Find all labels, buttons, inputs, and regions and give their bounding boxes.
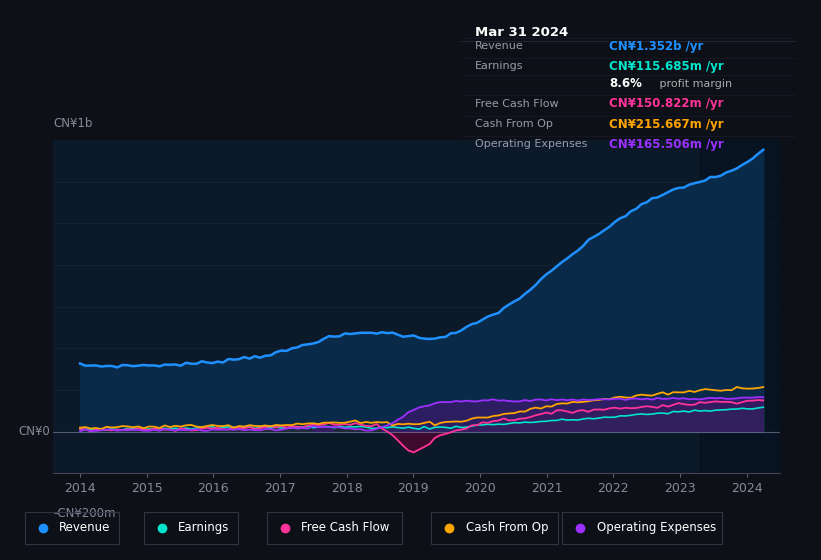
- Text: Cash From Op: Cash From Op: [475, 119, 553, 129]
- Text: profit margin: profit margin: [656, 78, 732, 88]
- Text: -CN¥200m: -CN¥200m: [53, 506, 116, 520]
- Text: CN¥1.352b /yr: CN¥1.352b /yr: [609, 40, 703, 53]
- Text: Operating Expenses: Operating Expenses: [475, 139, 587, 150]
- Text: Earnings: Earnings: [475, 62, 523, 72]
- Text: Revenue: Revenue: [475, 41, 524, 52]
- Text: Operating Expenses: Operating Expenses: [597, 521, 716, 534]
- Text: CN¥165.506m /yr: CN¥165.506m /yr: [609, 138, 723, 151]
- Text: Earnings: Earnings: [178, 521, 230, 534]
- Text: CN¥0: CN¥0: [18, 425, 50, 438]
- Text: Free Cash Flow: Free Cash Flow: [475, 99, 558, 109]
- Text: CN¥115.685m /yr: CN¥115.685m /yr: [609, 60, 723, 73]
- Text: Cash From Op: Cash From Op: [466, 521, 548, 534]
- Text: CN¥215.667m /yr: CN¥215.667m /yr: [609, 118, 723, 130]
- Text: CN¥1b: CN¥1b: [53, 117, 93, 130]
- Text: Free Cash Flow: Free Cash Flow: [301, 521, 390, 534]
- Text: CN¥150.822m /yr: CN¥150.822m /yr: [609, 97, 723, 110]
- Text: Revenue: Revenue: [59, 521, 111, 534]
- Text: 8.6%: 8.6%: [609, 77, 642, 90]
- Text: Mar 31 2024: Mar 31 2024: [475, 26, 568, 39]
- Bar: [700, 140, 780, 473]
